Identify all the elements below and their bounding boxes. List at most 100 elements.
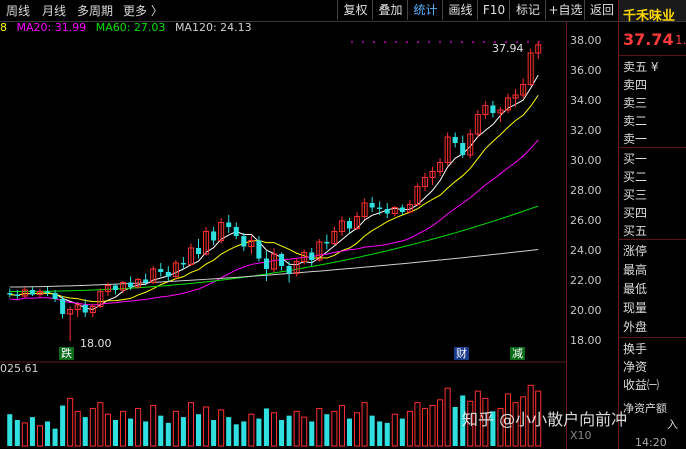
- volume-bar: [172, 410, 179, 447]
- candle-body: [82, 305, 88, 313]
- stock-name[interactable]: 千禾味业: [623, 9, 676, 24]
- candle-body: [460, 143, 466, 155]
- ask-2: 卖二: [623, 114, 648, 128]
- volume-bar: [203, 406, 210, 447]
- volume-bar: [233, 424, 239, 446]
- dotted-marker: [417, 41, 419, 43]
- volume-bar: [460, 395, 466, 446]
- price-tick: 30.00: [570, 154, 602, 167]
- toolbar: 周线 月线 多周期 更多 〉 复权 叠加 统计 画线 F10 标记 +自选 返回: [0, 0, 686, 22]
- volume-bar: [112, 420, 118, 446]
- candle-body: [406, 204, 413, 213]
- draw-line-button[interactable]: 画线: [442, 0, 478, 20]
- price-tick: 24.00: [570, 244, 602, 257]
- volume-bar: [248, 413, 255, 447]
- overlay-button[interactable]: 叠加: [372, 0, 408, 20]
- quote-panel: 千禾味业 37.74 1. 卖五 ¥ 卖四 卖三 卖二 卖一 买一 买二 买三 …: [618, 0, 686, 449]
- candle-body: [203, 231, 210, 255]
- dotted-marker: [494, 41, 496, 43]
- volume-bar: [187, 402, 194, 447]
- event-marker-jian[interactable]: 减: [510, 347, 525, 360]
- candle-body: [226, 222, 232, 227]
- back-button[interactable]: 返回: [584, 0, 619, 20]
- candle-body: [7, 293, 13, 295]
- event-marker-cai[interactable]: 财: [454, 347, 469, 360]
- candle-body: [384, 209, 390, 214]
- low-price-label: 18.00: [80, 337, 112, 350]
- dotted-marker: [505, 41, 507, 43]
- candle-body: [29, 290, 35, 295]
- candle-body: [520, 84, 527, 96]
- candle-body: [14, 294, 20, 296]
- kline-chart[interactable]: [0, 36, 566, 449]
- candle-body: [211, 231, 217, 241]
- candle-body: [301, 252, 308, 262]
- volume-bar: [331, 410, 338, 447]
- outer-volume: 外盘: [623, 320, 648, 334]
- volume-bar: [429, 405, 436, 447]
- f10-button[interactable]: F10: [477, 0, 510, 20]
- candle-body: [497, 109, 504, 114]
- dotted-marker: [516, 41, 518, 43]
- volume-bar: [346, 418, 353, 446]
- tab-monthly[interactable]: 月线: [42, 4, 67, 18]
- candle-body: [135, 279, 142, 288]
- candle-body: [467, 133, 474, 156]
- dotted-marker: [450, 41, 452, 43]
- volume-bar: [82, 417, 88, 446]
- dotted-marker: [373, 41, 375, 43]
- price-axis: 38.00 36.00 34.00 32.00 30.00 28.00 26.0…: [566, 21, 619, 449]
- volume-bar: [377, 421, 383, 446]
- net-asset: 净资: [623, 360, 648, 374]
- candle-body: [338, 220, 345, 232]
- volume-bar: [67, 397, 74, 447]
- dotted-marker: [351, 41, 353, 43]
- volume-bar: [36, 425, 43, 447]
- tab-multi-period[interactable]: 多周期: [77, 4, 114, 18]
- candle-body: [248, 240, 255, 247]
- tab-more[interactable]: 更多 〉: [123, 4, 163, 18]
- dotted-marker: [527, 41, 529, 43]
- candle-body: [286, 266, 292, 274]
- candle-body: [346, 221, 353, 229]
- candle-body: [482, 105, 489, 115]
- volume-bar: [406, 410, 413, 447]
- dotted-marker: [461, 41, 463, 43]
- candle-body: [21, 289, 28, 297]
- volume-bar: [165, 422, 171, 446]
- event-marker-die[interactable]: 跌: [59, 347, 74, 360]
- price-tick: 28.00: [570, 184, 602, 197]
- volume-bar: [421, 407, 429, 447]
- volume-bar: [467, 400, 474, 447]
- candle-body: [112, 285, 118, 290]
- candle-body: [74, 304, 81, 310]
- ma120-label: MA120: 24.13: [174, 21, 252, 34]
- dotted-marker: [472, 41, 474, 43]
- candle-body: [452, 137, 458, 143]
- candle-body: [505, 97, 512, 111]
- adjust-button[interactable]: 复权: [337, 0, 373, 20]
- candle-body: [444, 136, 451, 163]
- candle-body: [354, 216, 361, 229]
- net-asset-amount: 净资产额: [623, 402, 667, 415]
- inflow: 入: [667, 418, 678, 431]
- stats-button[interactable]: 统计: [407, 0, 443, 20]
- volume-bar: [520, 396, 527, 447]
- turnover: 换手: [623, 342, 648, 356]
- add-watchlist-button[interactable]: +自选: [545, 0, 585, 20]
- ma60-label: MA60: 27.03: [95, 21, 166, 34]
- tab-weekly[interactable]: 周线: [6, 4, 31, 18]
- volume-bar: [301, 416, 308, 447]
- volume-bar: [7, 414, 13, 446]
- volume-bar: [338, 405, 345, 447]
- bid-3: 买三: [623, 188, 648, 202]
- candle-body: [391, 207, 398, 214]
- mark-button[interactable]: 标记: [509, 0, 546, 20]
- candle-body: [172, 262, 179, 277]
- candle-body: [316, 241, 323, 261]
- time-label: 14:20: [635, 436, 667, 449]
- candle-body: [180, 263, 186, 265]
- candle-body: [527, 52, 534, 85]
- volume-bar: [218, 409, 225, 447]
- price-tick: 36.00: [570, 64, 602, 77]
